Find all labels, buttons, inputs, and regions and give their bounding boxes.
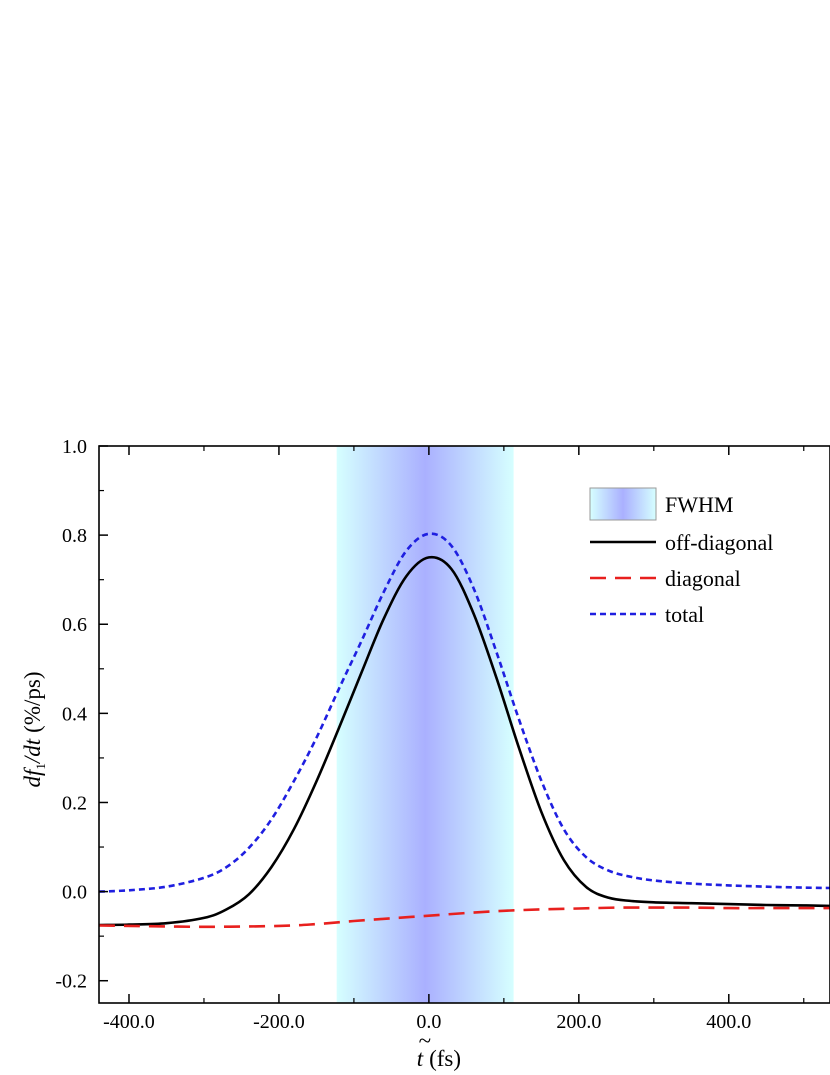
y-axis-label: df1/dt(%/ps) — [20, 672, 48, 788]
x-tick-label: 400.0 — [706, 1011, 751, 1033]
y-axis-title: df1/dt(%/ps) — [20, 672, 48, 788]
x-axis-accent: ~ — [419, 1028, 431, 1053]
x-axis-title: ~t (fs) — [417, 1028, 461, 1071]
y-tick-label: 0.4 — [62, 703, 87, 725]
x-tick-label: 200.0 — [556, 1011, 601, 1033]
series-line-total — [99, 532, 830, 893]
x-axis-label: t (fs) — [417, 1046, 461, 1071]
plot-frame — [98, 445, 830, 1004]
legend-label-total: total — [665, 602, 704, 627]
legend-label-fwhm: FWHM — [665, 492, 733, 517]
legend-swatch-fwhm — [589, 487, 657, 521]
x-tick-label: -400.0 — [103, 1011, 155, 1033]
y-tick-label: 0.0 — [62, 882, 87, 904]
series-line-off-diagonal — [99, 555, 830, 927]
y-tick-label: 0.2 — [62, 792, 87, 814]
fwhm-band — [336, 446, 514, 1003]
y-tick-label: 0.8 — [62, 525, 87, 547]
y-tick-label: -0.2 — [55, 971, 87, 993]
x-tick-label: 0.0 — [416, 1011, 441, 1033]
legend-label-diagonal: diagonal — [665, 566, 741, 591]
legend: FWHM off-diagonal diagonal total — [589, 487, 773, 627]
y-tick-label: 0.6 — [62, 614, 87, 636]
y-tick-label: 1.0 — [62, 436, 87, 458]
series-line-diagonal — [99, 906, 830, 929]
legend-label-off-diagonal: off-diagonal — [665, 530, 773, 555]
x-tick-label: -200.0 — [253, 1011, 305, 1033]
